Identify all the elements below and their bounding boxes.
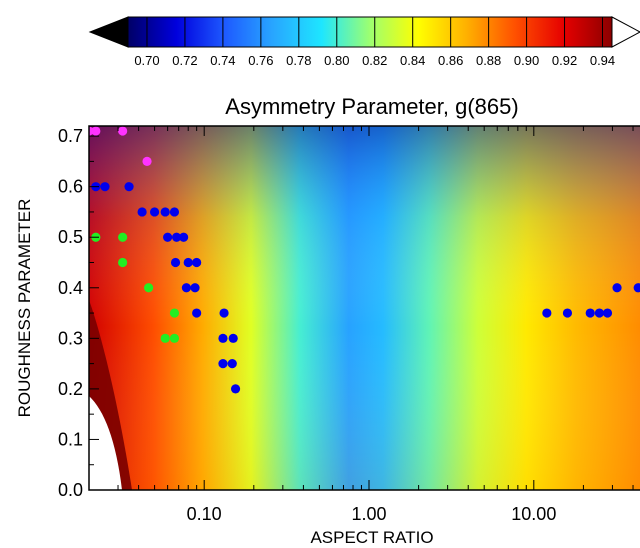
y-tick-label: 0.0	[58, 480, 83, 500]
colorbar-tick-label: 0.88	[476, 53, 501, 68]
data-point	[562, 308, 573, 318]
colorbar-tick-label: 0.94	[590, 53, 615, 68]
colorbar-tick-label: 0.86	[438, 53, 463, 68]
x-tick-label: 10.00	[511, 504, 556, 524]
colorbar-tick-label: 0.78	[286, 53, 311, 68]
y-tick-label: 0.4	[58, 278, 83, 298]
colorbar-low-extension	[88, 16, 129, 48]
data-point	[183, 257, 193, 268]
data-point	[190, 283, 200, 293]
colorbar-tick-label: 0.84	[400, 53, 425, 68]
colorbar-tick-label: 0.92	[552, 53, 577, 68]
colorbar-high-extension	[611, 16, 640, 48]
data-point	[170, 257, 181, 268]
data-point	[142, 156, 152, 166]
data-point	[179, 232, 189, 242]
y-tick-label: 0.2	[58, 379, 83, 399]
data-point	[169, 333, 180, 343]
data-point	[100, 182, 110, 192]
plot-area	[89, 126, 640, 490]
data-point	[633, 283, 640, 293]
data-point	[192, 257, 202, 268]
data-point	[594, 308, 604, 318]
x-tick-label: 0.10	[187, 504, 222, 524]
data-point	[149, 207, 160, 217]
colorbar-tick-label: 0.76	[248, 53, 273, 68]
data-point	[91, 126, 101, 136]
data-point	[602, 308, 613, 318]
y-tick-label: 0.5	[58, 227, 83, 247]
colorbar: 0.70 0.72 0.74 0.76 0.78 0.80 0.82 0.84 0.86 0.88…	[88, 16, 640, 68]
chart-title: Asymmetry Parameter, g(865)	[225, 94, 518, 119]
data-point	[118, 257, 128, 268]
data-point	[118, 232, 128, 242]
colorbar-tick-label: 0.80	[324, 53, 349, 68]
data-point	[160, 333, 170, 343]
data-point	[118, 126, 128, 136]
y-axis-label: ROUGHNESS PARAMETER	[15, 199, 34, 418]
data-point	[230, 384, 241, 394]
data-point	[169, 207, 180, 217]
data-point	[163, 232, 173, 242]
y-tick-label: 0.3	[58, 328, 83, 348]
x-tick-label: 1.00	[351, 504, 386, 524]
colorbar-tick-label: 0.74	[210, 53, 235, 68]
data-point	[228, 333, 238, 343]
field-vertical-shading	[89, 126, 640, 490]
colorbar-tick-label: 0.72	[172, 53, 197, 68]
data-point	[137, 207, 147, 217]
y-tick-label: 0.6	[58, 177, 83, 197]
data-point	[218, 333, 228, 343]
data-point	[181, 283, 192, 293]
data-point	[542, 308, 552, 318]
data-point	[219, 308, 229, 318]
colorbar-tick-label: 0.90	[514, 53, 539, 68]
data-point	[124, 182, 134, 192]
data-point	[218, 359, 228, 369]
data-point	[612, 283, 622, 293]
y-tick-label: 0.7	[58, 126, 83, 146]
no-data-region	[89, 396, 122, 490]
colorbar-tick-label: 0.70	[134, 53, 159, 68]
y-tick-label: 0.1	[58, 429, 83, 449]
colorbar-tick-label: 0.82	[362, 53, 387, 68]
data-point	[160, 207, 170, 217]
data-point	[171, 232, 182, 242]
x-axis-label: ASPECT RATIO	[310, 528, 433, 547]
colorbar-body	[127, 16, 613, 48]
data-point	[144, 283, 154, 293]
data-point	[169, 308, 180, 318]
data-point	[585, 308, 595, 318]
data-point	[192, 308, 202, 318]
data-point	[227, 359, 237, 369]
